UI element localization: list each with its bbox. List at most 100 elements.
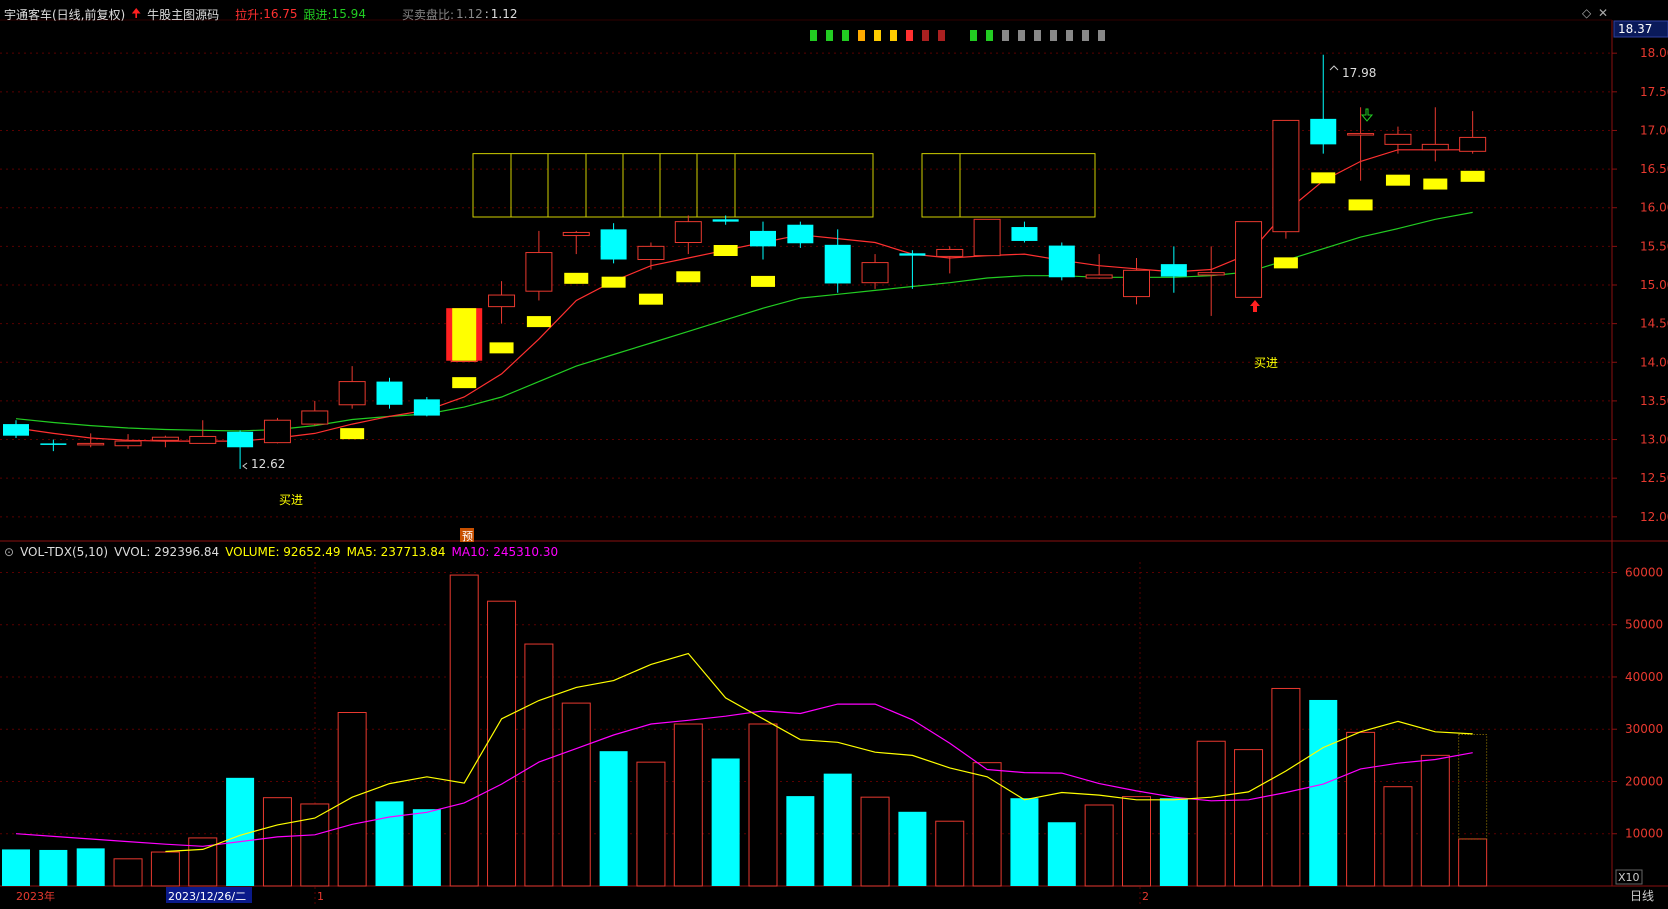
red-up-arrow-icon [1250,300,1260,312]
volume-bar [2,849,30,886]
candle [3,420,29,438]
candle [263,417,291,444]
yellow-mark [638,293,663,305]
candle-body [750,230,776,247]
volume-tick-label: 60000 [1625,565,1663,579]
volume-bar [1047,822,1076,886]
low-label: 12.62 [251,457,285,471]
red-up-arrow-icon: 🠉 [131,5,142,20]
volume-bar-forecast [1458,733,1488,840]
yellow-mark [1311,172,1336,184]
signal-square [970,30,977,41]
volume-bar [1420,754,1450,887]
candle-body [1123,269,1150,298]
volume-bar [449,574,479,887]
candle-body [40,443,67,445]
candle [1459,111,1487,154]
candle [712,215,739,225]
volume-bar [972,762,1002,887]
axis-date: 2023/12/26/二 [168,890,246,903]
candle-body [3,424,29,436]
candle [750,221,776,260]
vol-name[interactable]: VOL-TDX(5,10) [20,545,109,559]
volume-bar [1346,731,1376,887]
candle-body [674,221,702,244]
yellow-mark [1460,170,1485,182]
signal-square [1002,30,1009,41]
signal-square [1082,30,1089,41]
candle-body [973,218,1001,257]
candle [488,281,516,324]
candle [1048,242,1075,281]
volume-bar [935,820,965,887]
candle [376,377,403,409]
candle [1272,119,1300,239]
volume-bar [1271,687,1301,887]
volume-header: ⊙ VOL-TDX(5,10) VVOL: 292396.84 VOLUME: … [4,543,564,561]
volume-bar [1159,798,1188,886]
price-tick-label: 12.50 [1640,471,1668,485]
volume-bar [226,777,255,886]
candle [637,242,665,270]
collapse-icon[interactable]: ⊙ [4,545,15,559]
volume-bar [300,803,330,887]
candle [1235,221,1263,298]
chart-header: 宇通客车(日线,前复权) 🠉 牛股主图源码 拉升: 16.75 跟进: 15.9… [4,4,523,24]
diamond-icon[interactable]: ◇ [1582,6,1592,20]
yellow-mark [713,245,738,256]
candle [301,400,329,426]
signal-square [1050,30,1057,41]
candle [861,254,889,289]
volume-bar [673,723,703,887]
candle-body [263,419,291,444]
volume-bar [113,858,143,887]
ma-green-line [15,211,1473,432]
volume-bar [375,801,404,886]
yellow-boxes [472,153,1096,218]
ratio-colon: : [484,7,489,21]
price-tick-label: 12.00 [1640,510,1668,524]
volume-bar [786,796,815,886]
close-icon[interactable]: ✕ [1598,6,1609,20]
volume-bar [561,702,591,887]
yellow-mark [564,272,589,284]
indicator-name[interactable]: 牛股主图源码 [147,7,220,22]
candle [899,250,926,289]
yellow-mark [1348,199,1373,211]
candle-body [413,399,440,416]
volume-bar [1383,786,1413,887]
candle-body [338,381,366,406]
candle-body [1160,264,1187,277]
volume-bar [39,849,68,886]
x10-box[interactable] [1615,869,1643,885]
candle [1197,246,1225,316]
signal-square [890,30,897,41]
signal-square [1034,30,1041,41]
axis-ticks: 12.00 12.50 13.00 13.50 14.00 14.50 15.00 15.50… [1612,46,1668,841]
candle-body [1310,118,1337,145]
candle-body [1085,274,1113,279]
signal-square [1066,30,1073,41]
ratio-label: 买卖盘比: [401,7,454,22]
yellow-mark [452,377,477,389]
signal-square [842,30,849,41]
period-label[interactable]: 日线 [1630,889,1654,903]
candle [600,223,627,264]
candle-body [525,252,553,292]
candle [787,221,814,248]
volume-bar [823,773,852,886]
x10-label[interactable]: X10 [1618,871,1640,884]
candle [1384,126,1412,154]
stock-title[interactable]: 宇通客车(日线,前复权) [4,7,126,22]
price-tick-label: 18.00 [1640,46,1668,60]
candle-body [824,244,851,284]
candle [562,230,590,255]
yellow-box-1 [472,153,874,218]
candle [1160,246,1187,293]
candle [973,218,1001,257]
vvol: VVOL: 292396.84 [114,545,220,559]
genjin-label: 跟进: [303,7,332,22]
candle-body [1459,136,1487,152]
yellow-mark [489,342,514,354]
